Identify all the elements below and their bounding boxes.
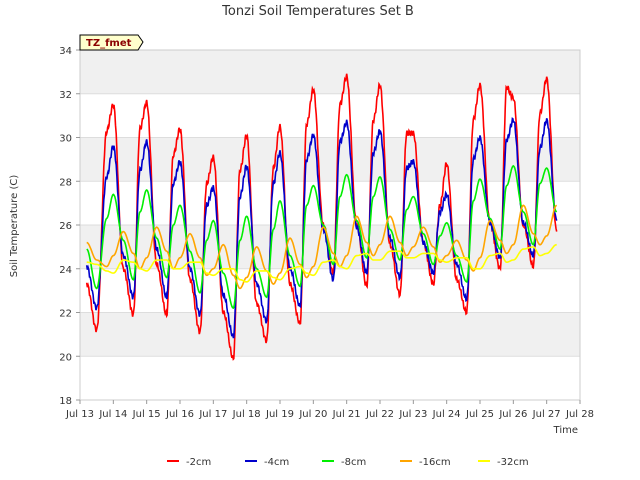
y-tick-label: 26 [59, 221, 72, 232]
plot-band [80, 356, 580, 400]
x-tick-label: Jul 15 [132, 409, 161, 420]
x-tick-label: Jul 18 [232, 409, 261, 420]
x-axis-label: Time [553, 425, 578, 436]
x-tick-label: Jul 23 [398, 409, 427, 420]
legend-label: -4cm [264, 457, 289, 468]
x-tick-label: Jul 25 [465, 409, 494, 420]
badge-label: TZ_fmet [86, 38, 132, 49]
x-tick-label: Jul 27 [532, 409, 561, 420]
badge-shape [79, 34, 144, 51]
x-tick-label: Jul 26 [498, 409, 527, 420]
legend-label: -8cm [341, 457, 366, 468]
x-tick-label: Jul 19 [265, 409, 294, 420]
y-tick-label: 34 [59, 46, 72, 57]
plot-band [80, 93, 580, 138]
series-line-minus-16cm [86, 204, 558, 290]
legend-label: -32cm [497, 457, 529, 468]
x-tick-label: Jul 24 [432, 409, 461, 420]
chart-title: Tonzi Soil Temperatures Set B [221, 4, 414, 19]
plot-band [80, 137, 580, 182]
series-line-minus-32cm [86, 243, 557, 283]
legend-label: -16cm [419, 457, 451, 468]
legend: -2cm -4cm -8cm -16cm -32cm [167, 457, 529, 468]
series-line-minus-8cm [86, 164, 558, 310]
x-tick-label: Jul 20 [298, 409, 327, 420]
y-tick-label: 32 [59, 90, 72, 101]
x-tick-label: Jul 22 [365, 409, 394, 420]
x-tick-label: Jul 21 [332, 409, 361, 420]
y-tick-label: 24 [59, 265, 72, 276]
y-axis-label: Soil Temperature (C) [9, 175, 20, 278]
station-badge: TZ_fmet [79, 34, 144, 51]
y-tick-label: 28 [59, 177, 72, 188]
y-tick-label: 30 [59, 134, 72, 145]
y-axis-ticks: 18 20 22 24 26 28 30 32 34 [59, 46, 80, 407]
y-tick-label: 22 [59, 309, 72, 320]
plot-band [80, 268, 580, 313]
legend-label: -2cm [186, 457, 211, 468]
x-tick-label: Jul 28 [565, 409, 594, 420]
series-lines [85, 73, 558, 361]
x-tick-label: Jul 17 [198, 409, 227, 420]
x-tick-label: Jul 13 [65, 409, 94, 420]
x-tick-label: Jul 14 [98, 409, 127, 420]
y-tick-label: 18 [59, 396, 72, 407]
y-tick-label: 20 [59, 352, 72, 363]
x-tick-label: Jul 16 [165, 409, 194, 420]
plot-band [80, 181, 580, 225]
plot-band [80, 312, 580, 357]
plot-band [80, 50, 580, 94]
x-axis-ticks: Jul 13 Jul 14 Jul 15 Jul 16 Jul 17 Jul 18 Jul … [65, 400, 594, 420]
